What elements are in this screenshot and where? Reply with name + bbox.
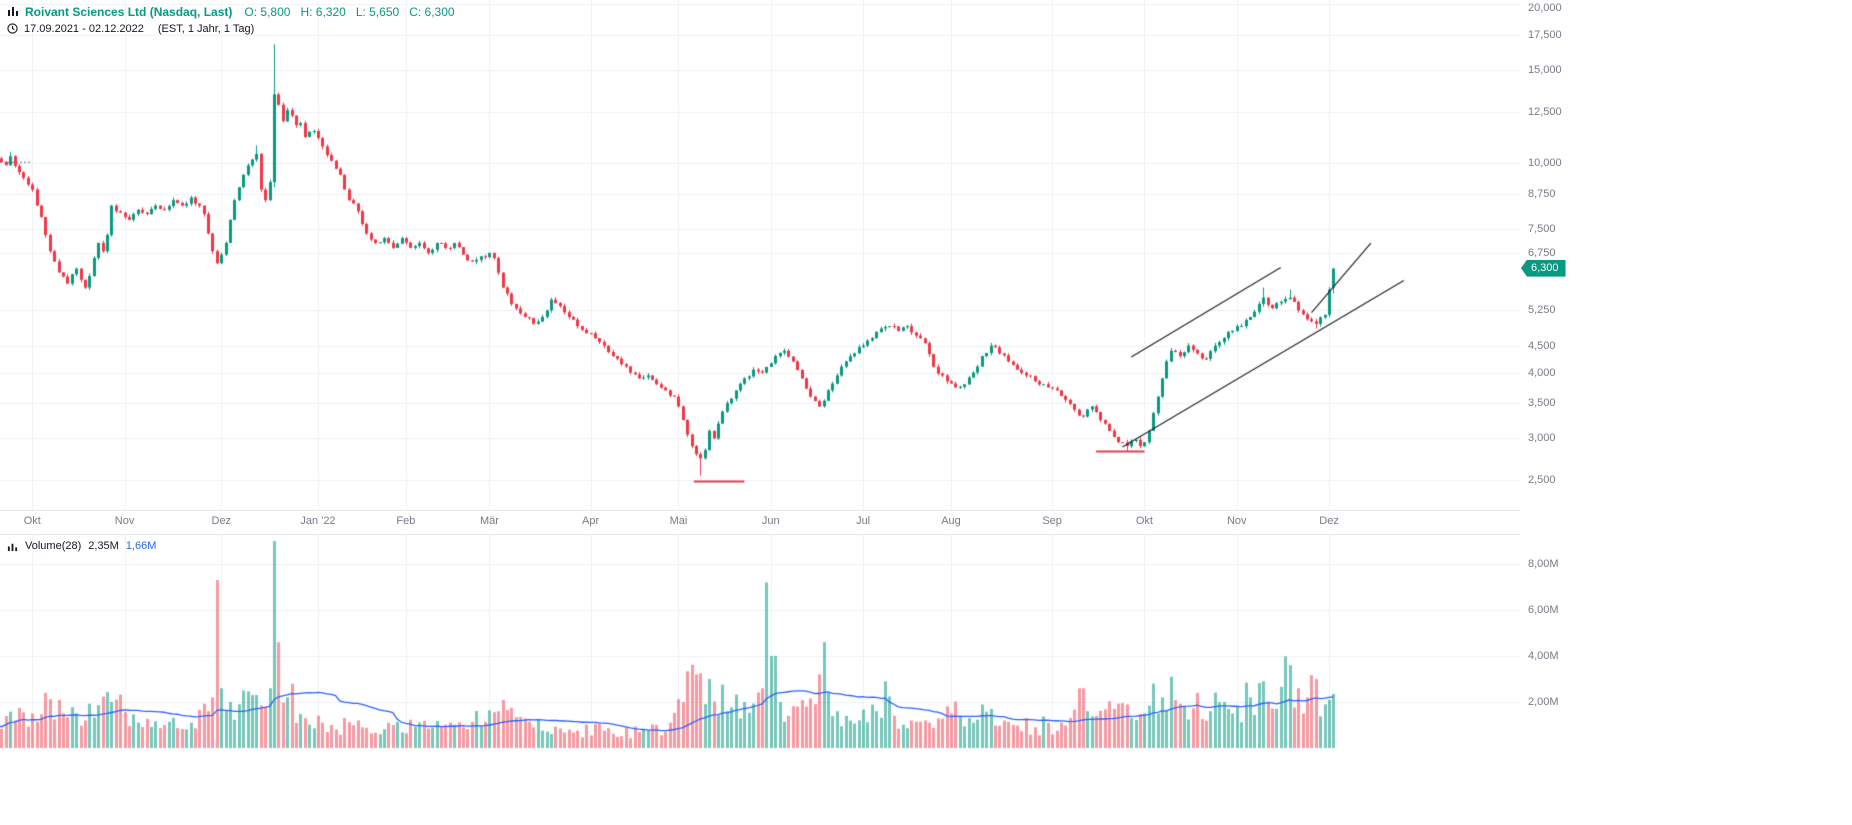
close-value: 6,300 [424, 4, 455, 19]
candlestick-icon [7, 6, 19, 18]
volume-ma-value: 1,66M [125, 540, 157, 552]
symbol-title[interactable]: Roivant Sciences Ltd (Nasdaq, Last) [25, 4, 233, 19]
low-value: 5,650 [369, 4, 400, 19]
ohlc-values: O: 5,800 H: 6,320 L: 5,650 C: 6,300 [244, 4, 455, 19]
clock-icon [7, 23, 18, 34]
histogram-icon [7, 541, 18, 552]
symbol-legend: Roivant Sciences Ltd (Nasdaq, Last) O: 5… [7, 3, 455, 37]
high-value: 6,320 [315, 4, 346, 19]
volume-value: 2,35M [88, 540, 119, 552]
open-value: 5,800 [260, 4, 291, 19]
date-range: 17.09.2021 - 02.12.2022 [24, 22, 144, 35]
volume-indicator-label[interactable]: Volume(28) [25, 540, 82, 552]
last-price-badge: 6,300 [1521, 259, 1566, 277]
range-meta: (EST, 1 Jahr, 1 Tag) [157, 22, 255, 35]
volume-legend: Volume(28) 2,35M 1,66M [7, 539, 156, 553]
